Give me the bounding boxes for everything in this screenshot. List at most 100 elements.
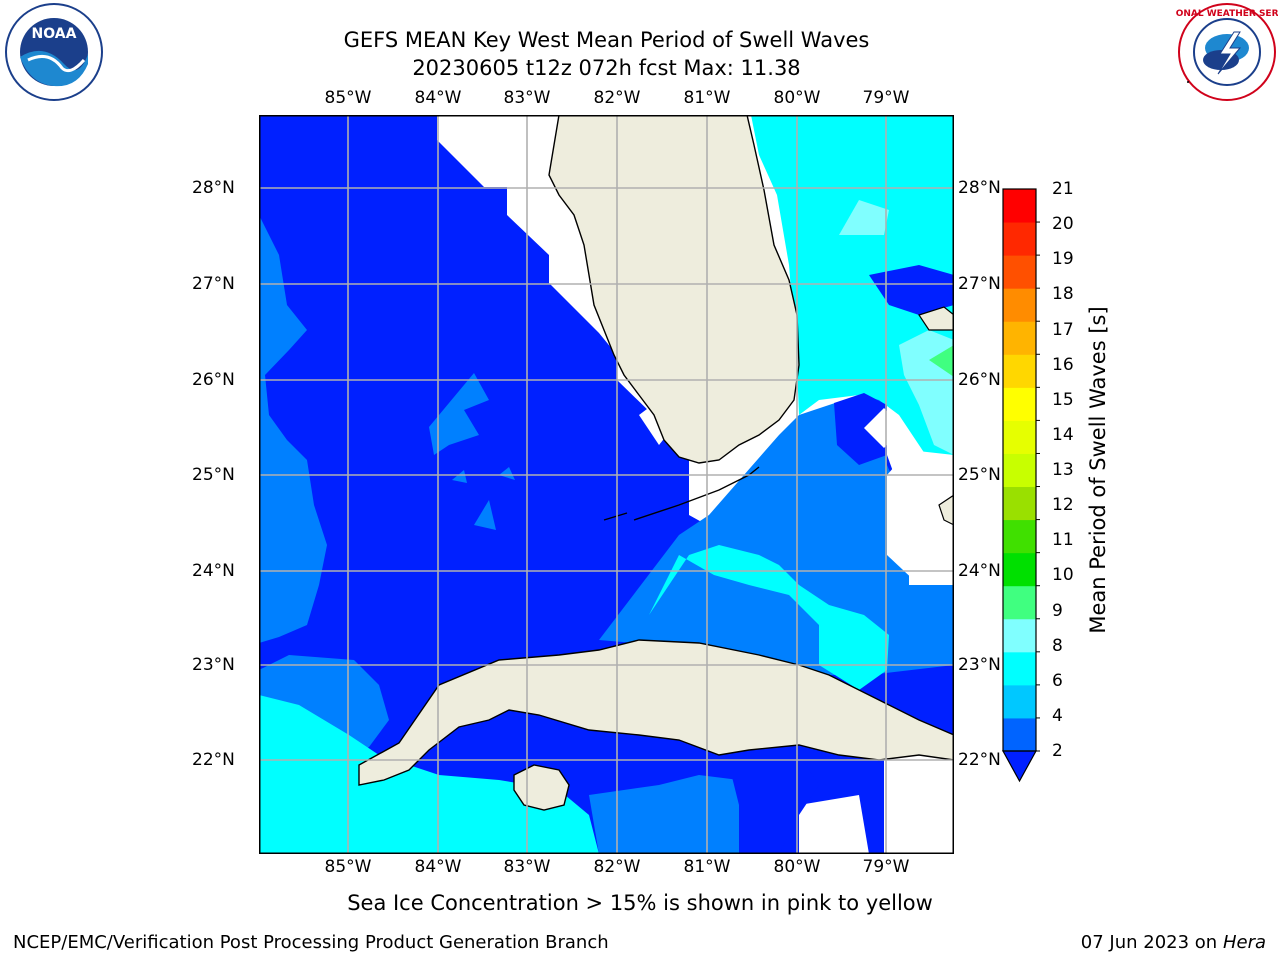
footer-branch: NCEP/EMC/Verification Post Processing Pr… xyxy=(13,932,609,953)
lat-label-left: 24°N xyxy=(192,561,235,581)
colorbar-bin xyxy=(1003,189,1036,223)
lon-label-bottom: 84°W xyxy=(414,857,462,877)
lat-label-left: 28°N xyxy=(192,178,235,198)
swell-region-4-6-straits xyxy=(599,395,954,675)
land-bahamas xyxy=(938,494,954,526)
colorbar-tick-label: 10 xyxy=(1052,565,1074,586)
colorbar-bin xyxy=(1003,387,1036,421)
colorbar-tick-label: 8 xyxy=(1052,635,1063,656)
colorbar-tick-label: 12 xyxy=(1052,495,1074,516)
noaa-logo: NOAA xyxy=(4,2,104,102)
footer-machine: Hera xyxy=(1222,932,1266,953)
colorbar-bin xyxy=(1003,453,1036,488)
colorbar-bin xyxy=(1003,684,1036,719)
swell-region-6-8-atlantic xyxy=(751,115,954,485)
colorbar-tick-label: 4 xyxy=(1052,705,1063,726)
colorbar-tick-label: 17 xyxy=(1052,319,1074,340)
footer-date-text: 07 Jun 2023 on xyxy=(1080,932,1218,953)
map-gridlines xyxy=(259,115,954,854)
lat-label-left: 22°N xyxy=(192,750,235,770)
swell-blob xyxy=(429,373,489,455)
colorbar-title: Mean Period of Swell Waves [s] xyxy=(1086,306,1110,634)
colorbar-tick-label: 16 xyxy=(1052,354,1074,375)
swell-blob xyxy=(474,500,496,530)
colorbar-tick-label: 14 xyxy=(1052,424,1074,445)
lon-label-bottom: 80°W xyxy=(773,857,821,877)
swell-region-8-9 xyxy=(839,200,889,235)
colorbar-bin xyxy=(1003,255,1036,289)
land-keys xyxy=(633,466,760,521)
lat-label-right: 22°N xyxy=(958,750,1001,770)
chart-subtitle: 20230605 t12z 072h fcst Max: 11.38 xyxy=(412,56,801,80)
land-florida xyxy=(548,115,800,464)
lat-label-right: 25°N xyxy=(958,465,1001,485)
lat-label-right: 28°N xyxy=(958,178,1001,198)
lat-label-left: 25°N xyxy=(192,465,235,485)
swell-region-4-6-west xyxy=(259,215,327,643)
no-data-area xyxy=(799,795,869,854)
colorbar-tick-label: 21 xyxy=(1052,179,1074,199)
lat-label-left: 23°N xyxy=(192,655,235,675)
lat-label-right: 24°N xyxy=(958,561,1001,581)
colorbar-tick-label: 11 xyxy=(1052,530,1074,551)
colorbar-bin xyxy=(1003,222,1036,256)
lon-label-top: 82°W xyxy=(593,88,641,108)
swell-region-2-4-atlantic xyxy=(869,265,954,315)
lon-label-top: 83°W xyxy=(503,88,551,108)
colorbar-bin xyxy=(1003,288,1036,322)
map-panel xyxy=(259,115,954,854)
colorbar-tick-label: 6 xyxy=(1052,670,1063,691)
chart-title: GEFS MEAN Key West Mean Period of Swell … xyxy=(343,28,870,52)
colorbar-tick-label: 15 xyxy=(1052,389,1074,410)
lon-label-top: 84°W xyxy=(414,88,462,108)
swell-region-6-8-straits xyxy=(649,545,889,690)
lon-label-bottom: 82°W xyxy=(593,857,641,877)
colorbar-bin xyxy=(1003,585,1036,620)
noaa-logo-text: NOAA xyxy=(32,26,77,42)
colorbar-tick-label: 19 xyxy=(1052,249,1074,270)
land-keys xyxy=(603,512,628,521)
colorbar xyxy=(1001,188,1040,783)
lat-label-right: 23°N xyxy=(958,655,1001,675)
swell-region-6-8-south xyxy=(259,695,599,854)
colorbar-bin xyxy=(1003,519,1036,554)
swell-region-4-6-south xyxy=(589,775,759,854)
land-bahamas xyxy=(918,306,954,331)
colorbar-under-triangle xyxy=(1001,750,1038,783)
swell-blob xyxy=(499,467,515,480)
lat-label-left: 27°N xyxy=(192,274,235,294)
colorbar-frame xyxy=(1002,188,1037,752)
swell-region-9-10 xyxy=(929,345,954,377)
swell-region-2-4-atlantic xyxy=(834,393,887,465)
sea-ice-note: Sea Ice Concentration > 15% is shown in … xyxy=(347,891,933,915)
colorbar-tick-label: 20 xyxy=(1052,214,1074,235)
swell-blob xyxy=(452,470,467,483)
land-isla-juventud xyxy=(513,764,570,811)
colorbar-bin xyxy=(1003,321,1036,355)
colorbar-bin xyxy=(1003,486,1036,521)
colorbar-bin xyxy=(1003,717,1036,752)
lon-label-top: 80°W xyxy=(773,88,821,108)
colorbar-tick-label: 2 xyxy=(1052,741,1063,761)
no-data-area xyxy=(887,450,954,585)
lon-label-top: 79°W xyxy=(862,88,910,108)
map-frame xyxy=(259,115,954,854)
lon-label-bottom: 79°W xyxy=(862,857,910,877)
lon-label-bottom: 81°W xyxy=(683,857,731,877)
lon-label-bottom: 85°W xyxy=(324,857,372,877)
footer-date: 07 Jun 2023 on Hera xyxy=(1081,932,1266,953)
no-data-area xyxy=(884,735,954,854)
lat-label-right: 26°N xyxy=(958,370,1001,390)
colorbar-tick-label: 13 xyxy=(1052,460,1074,480)
colorbar-bin xyxy=(1003,552,1036,587)
colorbar-tick-label: 9 xyxy=(1052,600,1063,621)
land-cuba xyxy=(358,639,954,786)
colorbar-bin xyxy=(1003,420,1036,454)
nws-logo-text: NATIONAL WEATHER SERVICE xyxy=(1176,9,1278,19)
colorbar-bin xyxy=(1003,618,1036,653)
colorbar-tick-label: 18 xyxy=(1052,284,1074,305)
lon-label-top: 85°W xyxy=(324,88,372,108)
lon-label-bottom: 83°W xyxy=(503,857,551,877)
no-data-area xyxy=(864,408,904,448)
colorbar-bin xyxy=(1003,354,1036,388)
